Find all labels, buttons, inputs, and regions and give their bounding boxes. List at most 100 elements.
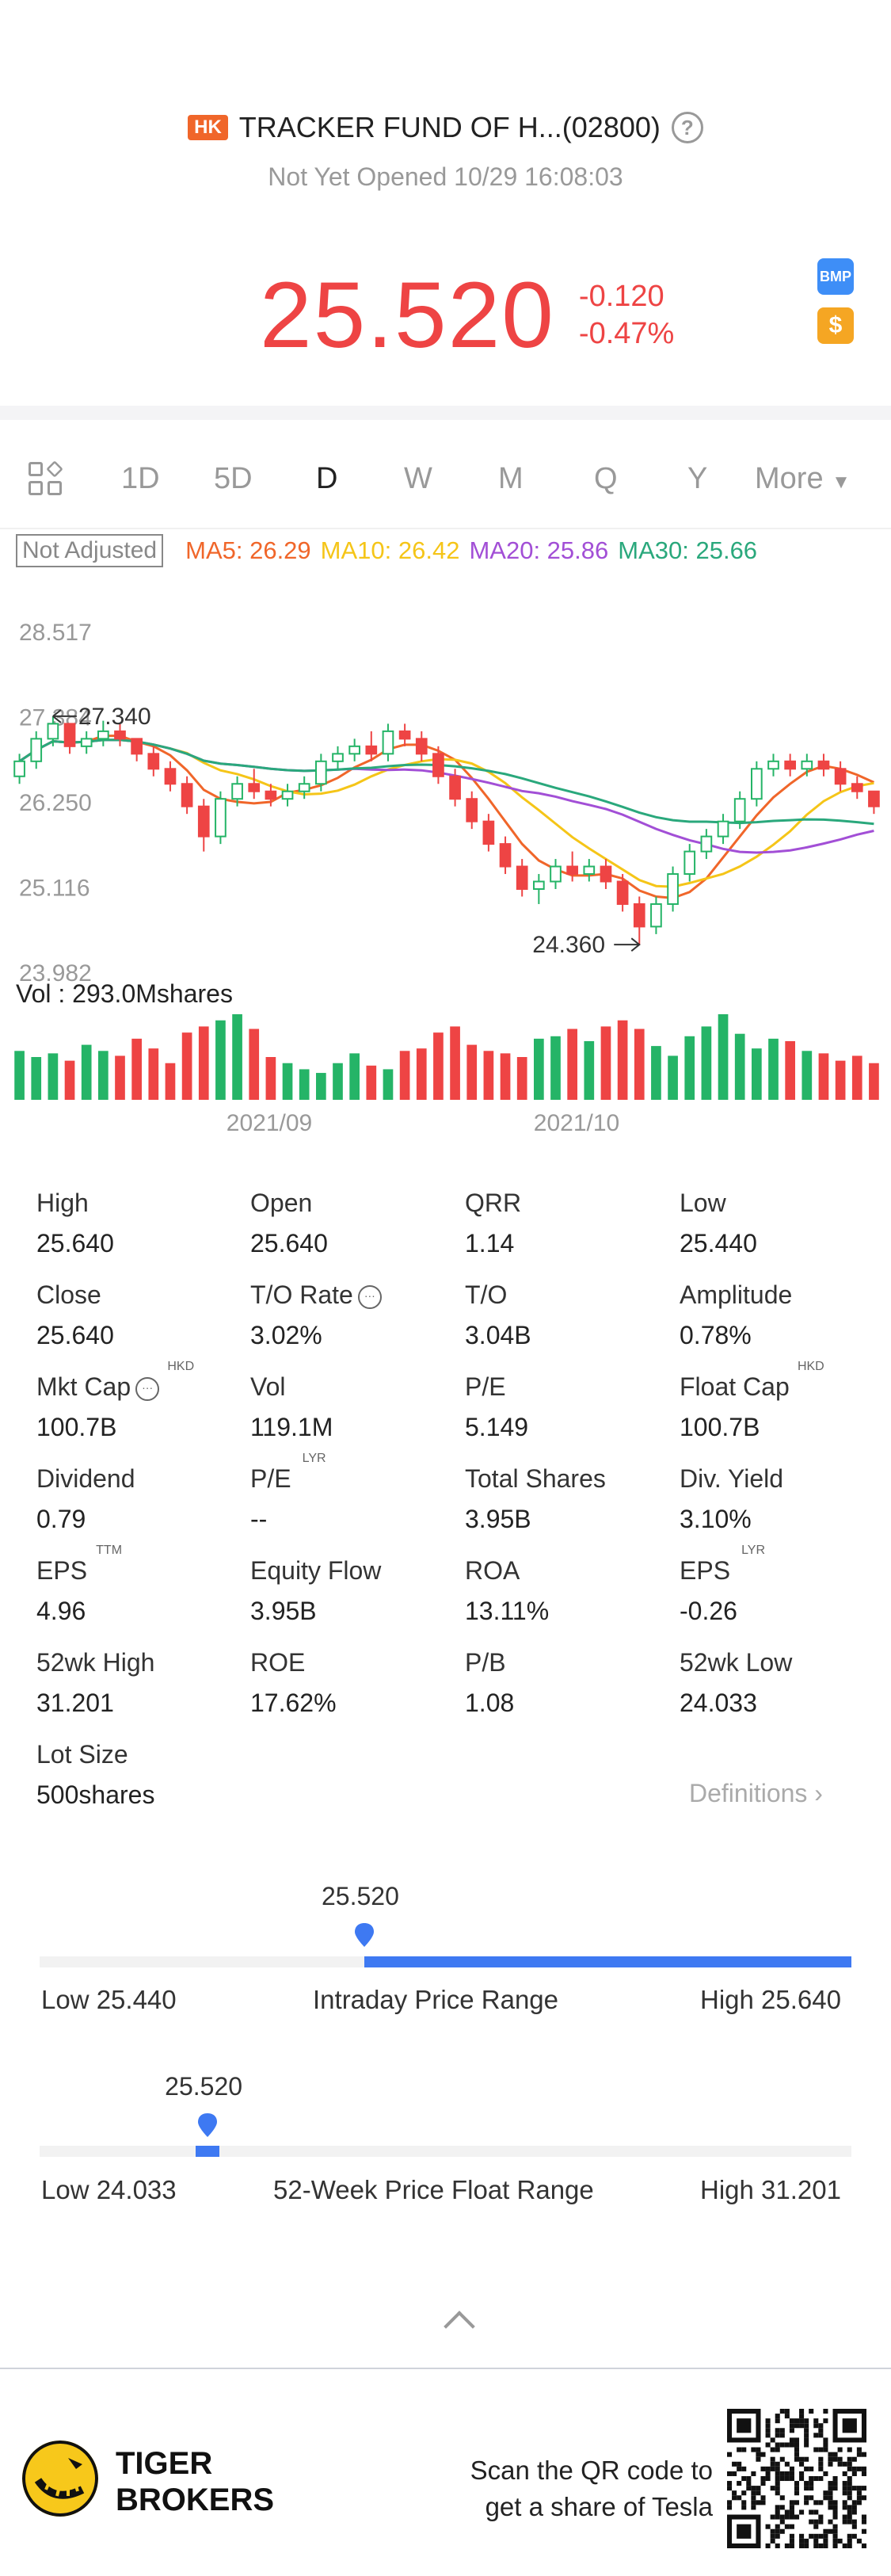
qr-module <box>789 2423 794 2429</box>
volume-bar <box>14 1051 25 1100</box>
candle-body <box>650 903 662 928</box>
candle-body <box>767 760 779 770</box>
stat-label-text: Mkt Cap <box>36 1372 131 1401</box>
qr-module <box>756 2500 761 2505</box>
qr-module <box>837 2456 843 2462</box>
qr-module <box>861 2486 866 2491</box>
ma20-label: MA20: 25.86 <box>469 536 609 564</box>
stat-item: Open 25.640 <box>250 1189 456 1258</box>
definitions-link[interactable]: Definitions › <box>689 1779 823 1808</box>
candle-body <box>181 783 193 807</box>
grid-layout-icon[interactable] <box>29 460 63 497</box>
qr-module <box>779 2519 785 2524</box>
candle-body <box>550 865 562 883</box>
qr-module <box>799 2414 805 2419</box>
ma10-label: MA10: 26.42 <box>320 536 460 564</box>
qr-module <box>770 2437 775 2443</box>
help-icon[interactable]: ? <box>671 112 703 143</box>
stock-title[interactable]: TRACKER FUND OF H...(02800) <box>238 111 661 143</box>
tab-1d[interactable]: 1D <box>121 462 160 495</box>
stat-item: Vol 119.1M <box>250 1372 456 1442</box>
qr-module <box>794 2452 800 2457</box>
qr-module <box>861 2466 866 2471</box>
candle-body <box>566 865 578 876</box>
volume-bar <box>466 1044 478 1100</box>
qr-module <box>809 2519 814 2524</box>
tab-w[interactable]: W <box>404 462 432 495</box>
candle-body <box>868 790 880 807</box>
candle-body <box>499 843 512 868</box>
qr-module <box>861 2528 866 2534</box>
qr-module <box>770 2486 775 2491</box>
stat-item: P/E LYR -- <box>250 1452 456 1534</box>
qr-module <box>751 2500 756 2505</box>
qr-module <box>794 2442 800 2448</box>
stat-superscript: LYR <box>741 1544 766 1557</box>
qr-module <box>823 2495 828 2501</box>
stat-item: T/O 3.04B <box>465 1280 671 1350</box>
qr-module <box>804 2437 809 2443</box>
adjust-toggle[interactable]: Not Adjusted <box>16 534 164 567</box>
stat-item: Amplitude 0.78% <box>680 1280 885 1350</box>
stat-label-text: Amplitude <box>680 1280 793 1309</box>
qr-module <box>861 2514 866 2520</box>
chevron-up-icon[interactable] <box>444 2311 475 2342</box>
dollar-icon[interactable]: $ <box>817 307 854 344</box>
x-tick-label: 2021/10 <box>534 1110 619 1136</box>
stat-label: T/O <box>465 1280 507 1310</box>
tab-d[interactable]: D <box>316 462 338 495</box>
stat-label-text: Equity Flow <box>250 1556 382 1585</box>
stat-item: ROE 17.62% <box>250 1648 456 1718</box>
qr-module <box>842 2505 847 2510</box>
volume-bar <box>450 1026 460 1100</box>
qr-module <box>799 2409 805 2414</box>
qr-module <box>756 2447 761 2452</box>
qr-module <box>775 2447 780 2452</box>
stat-label-text: Lot Size <box>36 1740 128 1769</box>
y-tick-label: 26.250 <box>19 790 92 816</box>
qr-module <box>799 2418 805 2424</box>
qr-module <box>775 2514 780 2520</box>
candle-body <box>516 865 528 890</box>
candle-body <box>616 880 629 905</box>
stat-label: High <box>36 1189 89 1218</box>
tab-more[interactable]: More ▼ <box>755 462 851 496</box>
qr-module <box>809 2533 814 2539</box>
qr-module <box>789 2437 794 2443</box>
qr-module <box>751 2490 756 2496</box>
qr-module <box>832 2452 838 2457</box>
stat-value: 17.62% <box>250 1689 337 1717</box>
candle-body <box>733 798 746 822</box>
volume-bar <box>869 1063 879 1100</box>
qr-module <box>851 2524 857 2529</box>
qr-code-icon[interactable] <box>727 2409 866 2548</box>
stat-label-text: 52wk Low <box>680 1648 793 1677</box>
candle-body <box>231 783 243 800</box>
qr-module <box>784 2461 790 2467</box>
qr-module <box>789 2533 794 2539</box>
qr-module <box>804 2486 809 2491</box>
bmp-icon[interactable]: BMP <box>817 258 854 295</box>
qr-module <box>804 2543 809 2548</box>
volume-bar <box>651 1046 661 1100</box>
qr-module <box>818 2433 824 2438</box>
stat-label: QRR <box>465 1189 521 1218</box>
quote-header: HK TRACKER FUND OF H...(02800) ? Not Yet… <box>0 0 891 404</box>
qr-module <box>842 2461 847 2467</box>
tab-5d[interactable]: 5D <box>214 462 253 495</box>
qr-module <box>832 2528 838 2534</box>
candle-body <box>466 798 478 822</box>
tab-q[interactable]: Q <box>594 462 618 495</box>
qr-module <box>818 2514 824 2520</box>
qr-module <box>732 2495 737 2501</box>
stat-item: P/B 1.08 <box>465 1648 671 1718</box>
stat-label-text: T/O Rate <box>250 1280 353 1309</box>
info-icon[interactable]: ··· <box>135 1376 160 1401</box>
qr-module <box>847 2509 852 2515</box>
info-icon[interactable]: ··· <box>357 1284 382 1309</box>
tab-y[interactable]: Y <box>687 462 708 495</box>
tab-m[interactable]: M <box>498 462 524 495</box>
high-annotation: 27.340 <box>78 704 151 730</box>
qr-module <box>828 2456 833 2462</box>
